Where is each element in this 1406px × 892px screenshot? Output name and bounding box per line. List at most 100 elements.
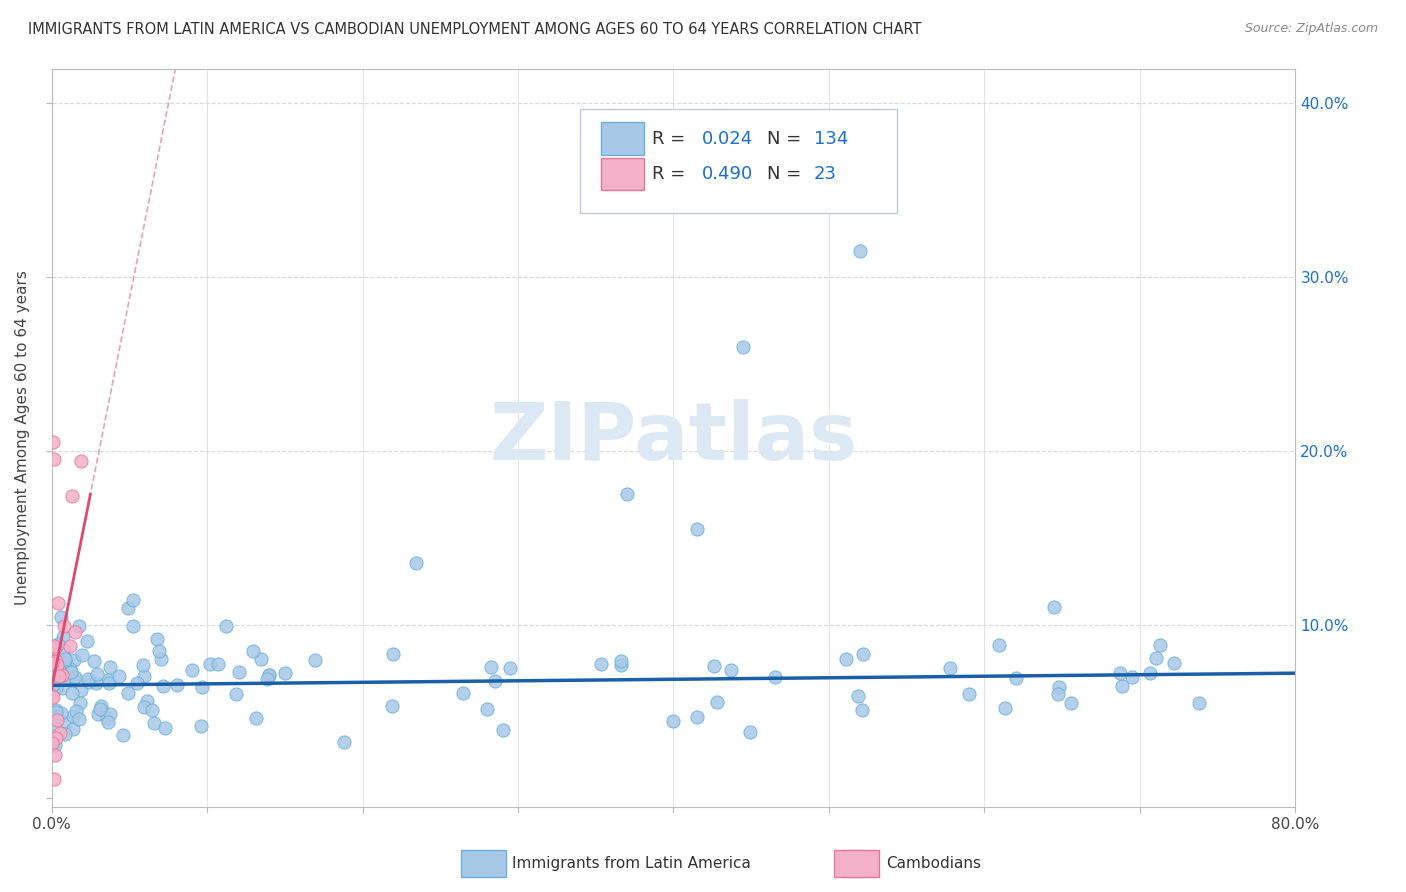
- Point: [44, 739, 66, 753]
- Point: [733, 339, 755, 353]
- Point: [45, 654, 67, 668]
- Point: [45, 658, 67, 673]
- Point: [207, 657, 229, 671]
- Point: [53, 618, 76, 632]
- Point: [86, 676, 108, 690]
- Text: 23: 23: [814, 165, 837, 183]
- Point: [49, 725, 72, 739]
- Point: [127, 676, 149, 690]
- Point: [136, 693, 159, 707]
- Point: [1005, 671, 1028, 685]
- Point: [46, 596, 69, 610]
- Point: [41, 736, 63, 750]
- Point: [41, 656, 63, 670]
- Point: [141, 703, 163, 717]
- Point: [48, 663, 70, 677]
- Point: [610, 657, 633, 672]
- Point: [333, 735, 356, 749]
- Point: [42, 772, 65, 786]
- Point: [41, 689, 63, 703]
- Point: [484, 673, 506, 688]
- Point: [59, 662, 82, 676]
- Point: [63, 671, 86, 685]
- Point: [475, 702, 498, 716]
- Point: [45, 713, 67, 727]
- Point: [42, 678, 65, 692]
- Point: [67, 619, 90, 633]
- Point: [51, 681, 73, 695]
- Point: [245, 711, 267, 725]
- Point: [76, 673, 98, 687]
- Point: [117, 600, 139, 615]
- Point: [45, 703, 67, 717]
- Text: IMMIGRANTS FROM LATIN AMERICA VS CAMBODIAN UNEMPLOYMENT AMONG AGES 60 TO 64 YEAR: IMMIGRANTS FROM LATIN AMERICA VS CAMBODI…: [28, 22, 921, 37]
- Point: [242, 644, 264, 658]
- Point: [48, 669, 70, 683]
- Point: [274, 666, 297, 681]
- Point: [52, 630, 75, 644]
- Point: [499, 661, 522, 675]
- Point: [957, 687, 980, 701]
- Point: [145, 632, 167, 647]
- Point: [852, 647, 875, 661]
- Point: [76, 634, 98, 648]
- Point: [42, 684, 65, 698]
- Point: [69, 683, 91, 698]
- Point: [44, 664, 66, 678]
- Point: [250, 651, 273, 665]
- Point: [703, 658, 725, 673]
- Point: [256, 672, 278, 686]
- Point: [591, 657, 613, 672]
- Point: [62, 709, 84, 723]
- Point: [763, 669, 786, 683]
- Point: [45, 681, 67, 695]
- Point: [1163, 656, 1185, 670]
- Point: [405, 556, 427, 570]
- Point: [939, 661, 962, 675]
- Point: [616, 487, 638, 501]
- Point: [53, 671, 76, 685]
- Text: 0.024: 0.024: [702, 129, 754, 148]
- Point: [44, 639, 66, 653]
- Point: [86, 667, 108, 681]
- Point: [46, 708, 69, 723]
- Point: [1047, 688, 1070, 702]
- Point: [1059, 696, 1081, 710]
- Point: [51, 668, 73, 682]
- Text: N =: N =: [766, 165, 801, 183]
- Point: [69, 696, 91, 710]
- Point: [720, 664, 742, 678]
- Point: [42, 690, 65, 705]
- Point: [609, 654, 631, 668]
- Point: [987, 638, 1010, 652]
- Point: [87, 706, 110, 721]
- Point: [44, 642, 66, 657]
- Point: [60, 665, 83, 680]
- Text: Immigrants from Latin America: Immigrants from Latin America: [512, 856, 751, 871]
- Point: [180, 663, 202, 677]
- Point: [60, 686, 83, 700]
- Point: [49, 706, 72, 720]
- Point: [59, 640, 82, 654]
- Text: Source: ZipAtlas.com: Source: ZipAtlas.com: [1244, 22, 1378, 36]
- Point: [97, 673, 120, 687]
- Text: 0.490: 0.490: [702, 165, 754, 183]
- Point: [994, 700, 1017, 714]
- Point: [1047, 680, 1070, 694]
- Point: [122, 619, 145, 633]
- Point: [1188, 696, 1211, 710]
- Point: [117, 686, 139, 700]
- Point: [381, 647, 404, 661]
- FancyBboxPatch shape: [581, 109, 897, 212]
- Point: [143, 716, 166, 731]
- Point: [63, 670, 86, 684]
- Y-axis label: Unemployment Among Ages 60 to 64 years: Unemployment Among Ages 60 to 64 years: [15, 270, 30, 605]
- Point: [42, 717, 65, 731]
- Point: [257, 668, 280, 682]
- Point: [51, 670, 73, 684]
- Point: [42, 435, 65, 450]
- Point: [90, 699, 112, 714]
- Point: [79, 675, 101, 690]
- Text: R =: R =: [652, 129, 686, 148]
- Point: [96, 711, 118, 725]
